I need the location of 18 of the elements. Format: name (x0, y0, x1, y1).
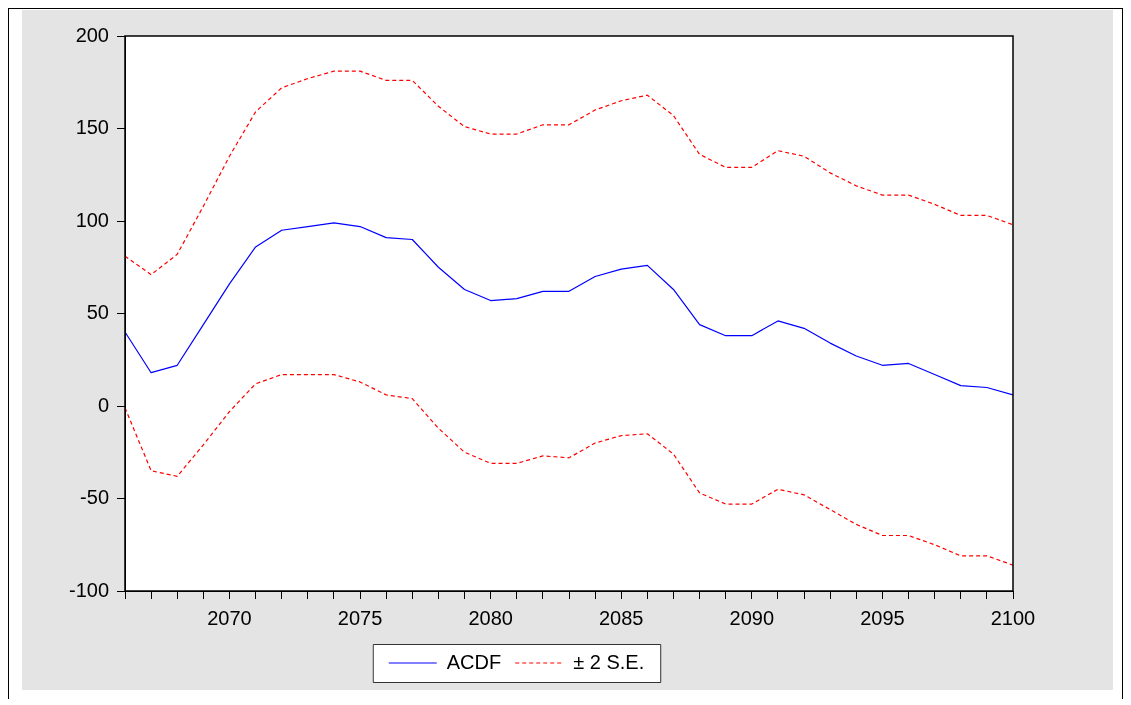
x-tick-label: 2100 (990, 606, 1036, 629)
x-tick-label: 2085 (598, 606, 644, 629)
y-tick-label: 150 (75, 116, 109, 139)
line-series (125, 70, 1013, 276)
x-tick-label: 2095 (860, 606, 905, 629)
y-tick-label: 0 (97, 393, 109, 416)
x-tick-label: 2070 (207, 606, 252, 629)
line-series (125, 373, 1013, 566)
x-tick-label: 2090 (729, 606, 775, 629)
legend-label: ± 2 S.E. (573, 650, 645, 673)
y-tick-label: 100 (75, 208, 109, 231)
y-tick-label: -100 (68, 578, 109, 601)
y-tick-label: 200 (75, 23, 109, 46)
legend-label: ACDF (446, 650, 502, 673)
x-tick-label: 2080 (468, 606, 513, 629)
y-tick-label: -50 (80, 486, 109, 509)
y-tick-label: 50 (86, 301, 109, 324)
x-tick-label: 2075 (337, 606, 383, 629)
